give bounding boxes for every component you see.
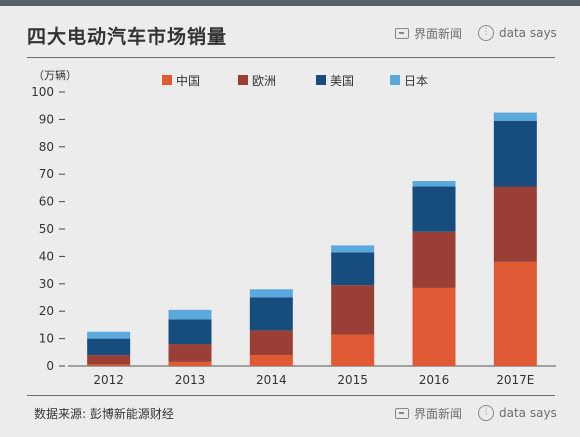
- x-tick-label: 2016: [419, 373, 450, 387]
- header-divider: [27, 57, 555, 58]
- y-tick-label: 10: [39, 332, 54, 346]
- y-tick-label: 90: [39, 112, 54, 126]
- bar-segment: [331, 252, 375, 286]
- bar-segment: [412, 181, 456, 187]
- jiemian-brand-label: 界面新闻: [414, 407, 463, 421]
- y-tick-label: 70: [39, 167, 54, 181]
- x-tick-label: 2014: [256, 373, 287, 387]
- jiemian-logo-icon: [395, 408, 409, 419]
- legend-label: 中国: [176, 73, 200, 88]
- bar-segment: [249, 289, 293, 298]
- y-tick-label: 0: [46, 359, 54, 373]
- y-tick-label: 20: [39, 304, 54, 318]
- bar-segment: [249, 355, 293, 366]
- bar-segment: [493, 120, 537, 187]
- top-accent-bar: [0, 0, 580, 6]
- footer-divider: [27, 395, 555, 396]
- datasays-logo-icon: ⫶: [478, 405, 494, 421]
- jiemian-brand-bottom: 界面新闻: [395, 405, 462, 422]
- bar-segment: [493, 261, 537, 366]
- bar-segment: [87, 331, 131, 339]
- y-tick-label: 60: [39, 195, 54, 209]
- bar-segment: [168, 361, 212, 366]
- bar-segment: [249, 330, 293, 356]
- jiemian-brand-top: 界面新闻: [395, 25, 462, 42]
- legend-swatch: [238, 75, 248, 85]
- jiemian-logo-icon: [395, 28, 409, 39]
- x-tick-label: 2015: [337, 373, 368, 387]
- y-tick-label: 100: [31, 85, 54, 99]
- legend-swatch: [390, 75, 400, 85]
- bar-segment: [168, 319, 212, 345]
- datasays-brand-label: data says: [499, 26, 557, 40]
- x-tick-label: 2013: [175, 373, 206, 387]
- y-tick-label: 80: [39, 140, 54, 154]
- bar-segment: [493, 186, 537, 262]
- legend-label: 日本: [404, 74, 428, 88]
- x-tick-label: 2012: [93, 373, 124, 387]
- y-tick-label: 30: [39, 277, 54, 291]
- bar-segment: [87, 364, 131, 366]
- data-source: 数据来源: 彭博新能源财经: [34, 407, 174, 421]
- bar-segment: [87, 355, 131, 365]
- jiemian-brand-label: 界面新闻: [414, 27, 463, 41]
- bar-segment: [331, 245, 375, 253]
- legend-swatch: [316, 75, 326, 85]
- bar-segment: [412, 287, 456, 366]
- datasays-brand-top: ⫶ data says: [478, 25, 557, 41]
- chart-title: 四大电动汽车市场销量: [27, 26, 228, 48]
- y-tick-label: 50: [39, 222, 54, 236]
- bar-segment: [331, 334, 375, 366]
- legend-label: 美国: [330, 74, 354, 88]
- bar-segment: [87, 338, 131, 356]
- bar-segment: [168, 309, 212, 320]
- bar-segment: [249, 297, 293, 331]
- y-axis-unit-label: （万辆）: [33, 68, 77, 82]
- datasays-brand-bottom: ⫶ data says: [478, 405, 557, 421]
- legend-swatch: [162, 75, 172, 85]
- bar-segment: [412, 231, 456, 288]
- x-tick-label: 2017E: [496, 373, 534, 387]
- bar-segment: [412, 186, 456, 232]
- bar-segment: [493, 112, 537, 121]
- bar-segment: [331, 285, 375, 335]
- datasays-brand-label: data says: [499, 406, 557, 420]
- legend-label: 欧洲: [252, 74, 276, 88]
- datasays-logo-icon: ⫶: [478, 25, 494, 41]
- y-tick-label: 40: [39, 249, 54, 263]
- bar-segment: [168, 344, 212, 362]
